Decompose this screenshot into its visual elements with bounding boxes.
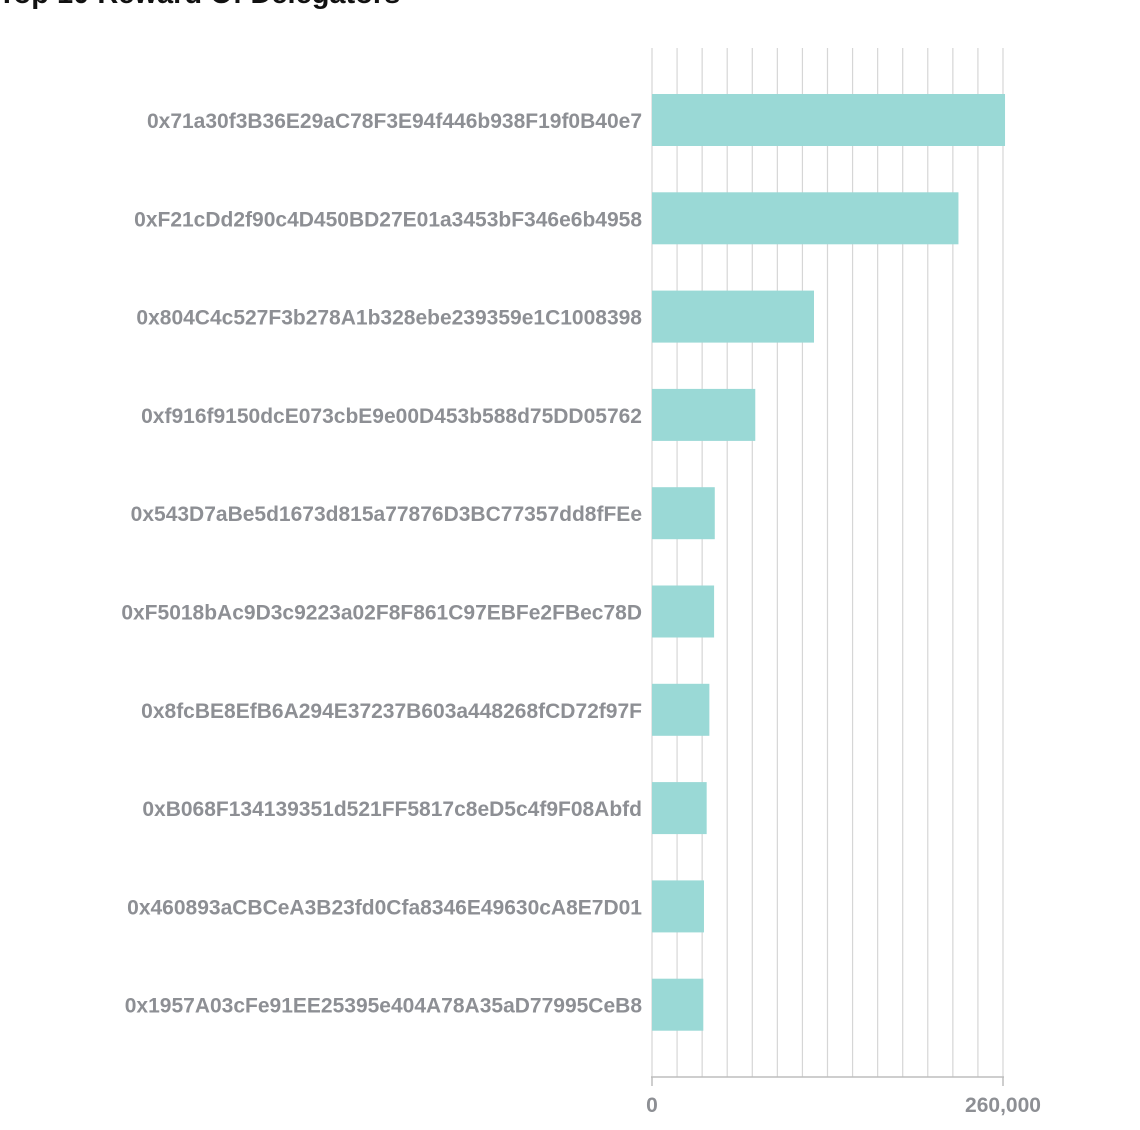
bar-0[interactable] — [652, 94, 1006, 146]
category-label-6: 0x8fcBE8EfB6A294E37237B603a448268fCD72f9… — [141, 700, 642, 723]
category-label-2: 0x804C4c527F3b278A1b328ebe239359e1C10083… — [136, 307, 642, 330]
bar-6[interactable] — [652, 683, 710, 736]
category-label-7: 0xB068F134139351d521FF5817c8eD5c4f9F08Ab… — [142, 798, 642, 821]
category-label-9: 0x1957A03cFe91EE25395e404A78A35aD77995Ce… — [125, 995, 643, 1018]
bar-7[interactable] — [652, 782, 707, 835]
category-label-5: 0xF5018bAc9D3c9223a02F8F861C97EBFe2FBec7… — [121, 602, 642, 625]
category-labels: 0x71a30f3B36E29aC78F3E94f446b938F19f0B40… — [121, 110, 642, 1018]
bar-5[interactable] — [652, 585, 715, 638]
bar-9[interactable] — [652, 978, 704, 1031]
category-label-0: 0x71a30f3B36E29aC78F3E94f446b938F19f0B40… — [147, 110, 642, 133]
category-label-3: 0xf916f9150dcE073cbE9e00D453b588d75DD057… — [141, 405, 642, 428]
category-label-1: 0xF21cDd2f90c4D450BD27E01a3453bF346e6b49… — [134, 208, 642, 231]
bar-3[interactable] — [652, 388, 756, 441]
category-label-4: 0x543D7aBe5d1673d815a77876D3BC77357dd8fF… — [131, 503, 642, 526]
x-axis: 0 260,000 — [646, 1076, 1041, 1117]
x-tick-label-1: 260,000 — [965, 1094, 1041, 1117]
bar-1[interactable] — [652, 192, 959, 245]
category-label-8: 0x460893aCBCeA3B23fd0Cfa8346E49630cA8E7D… — [127, 896, 642, 919]
bar-2[interactable] — [652, 290, 814, 343]
bars — [652, 94, 1006, 1031]
x-tick-label-0: 0 — [646, 1094, 658, 1117]
bar-8[interactable] — [652, 880, 704, 933]
chart-title: Top 10 Reward Of Delegators — [0, 0, 400, 11]
bar-4[interactable] — [652, 487, 715, 540]
